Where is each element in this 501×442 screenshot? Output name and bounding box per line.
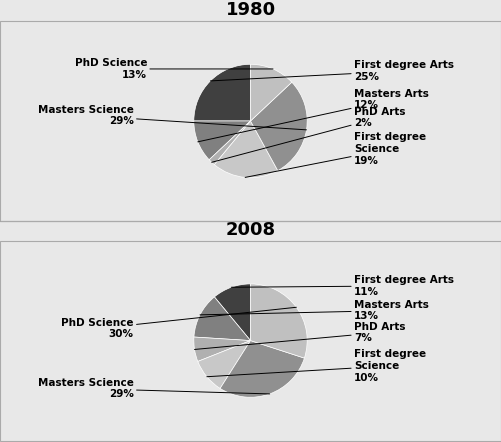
Text: PhD Science
30%: PhD Science 30% [61, 307, 297, 339]
Title: 2008: 2008 [225, 221, 276, 239]
Wedge shape [198, 341, 250, 389]
Wedge shape [220, 341, 305, 397]
Text: Masters Arts
13%: Masters Arts 13% [200, 300, 429, 321]
Wedge shape [250, 284, 307, 358]
Wedge shape [250, 64, 292, 121]
Wedge shape [194, 297, 250, 341]
Text: Masters Science
29%: Masters Science 29% [38, 378, 270, 400]
Text: First degree Arts
25%: First degree Arts 25% [210, 60, 454, 82]
Text: Masters Science
29%: Masters Science 29% [38, 105, 307, 130]
Text: First degree Arts
11%: First degree Arts 11% [231, 275, 454, 297]
Wedge shape [194, 121, 250, 160]
Text: First degree
Science
19%: First degree Science 19% [245, 133, 426, 177]
Title: 1980: 1980 [225, 1, 276, 19]
Text: PhD Arts
2%: PhD Arts 2% [212, 107, 405, 162]
Wedge shape [194, 64, 250, 121]
Wedge shape [209, 121, 250, 165]
Text: Masters Arts
12%: Masters Arts 12% [198, 89, 429, 142]
Text: PhD Science
13%: PhD Science 13% [75, 58, 273, 80]
Text: First degree
Science
10%: First degree Science 10% [207, 349, 426, 382]
Wedge shape [214, 121, 278, 178]
Text: PhD Arts
7%: PhD Arts 7% [194, 322, 405, 350]
Wedge shape [250, 82, 307, 171]
Wedge shape [194, 337, 250, 362]
Wedge shape [214, 284, 250, 341]
